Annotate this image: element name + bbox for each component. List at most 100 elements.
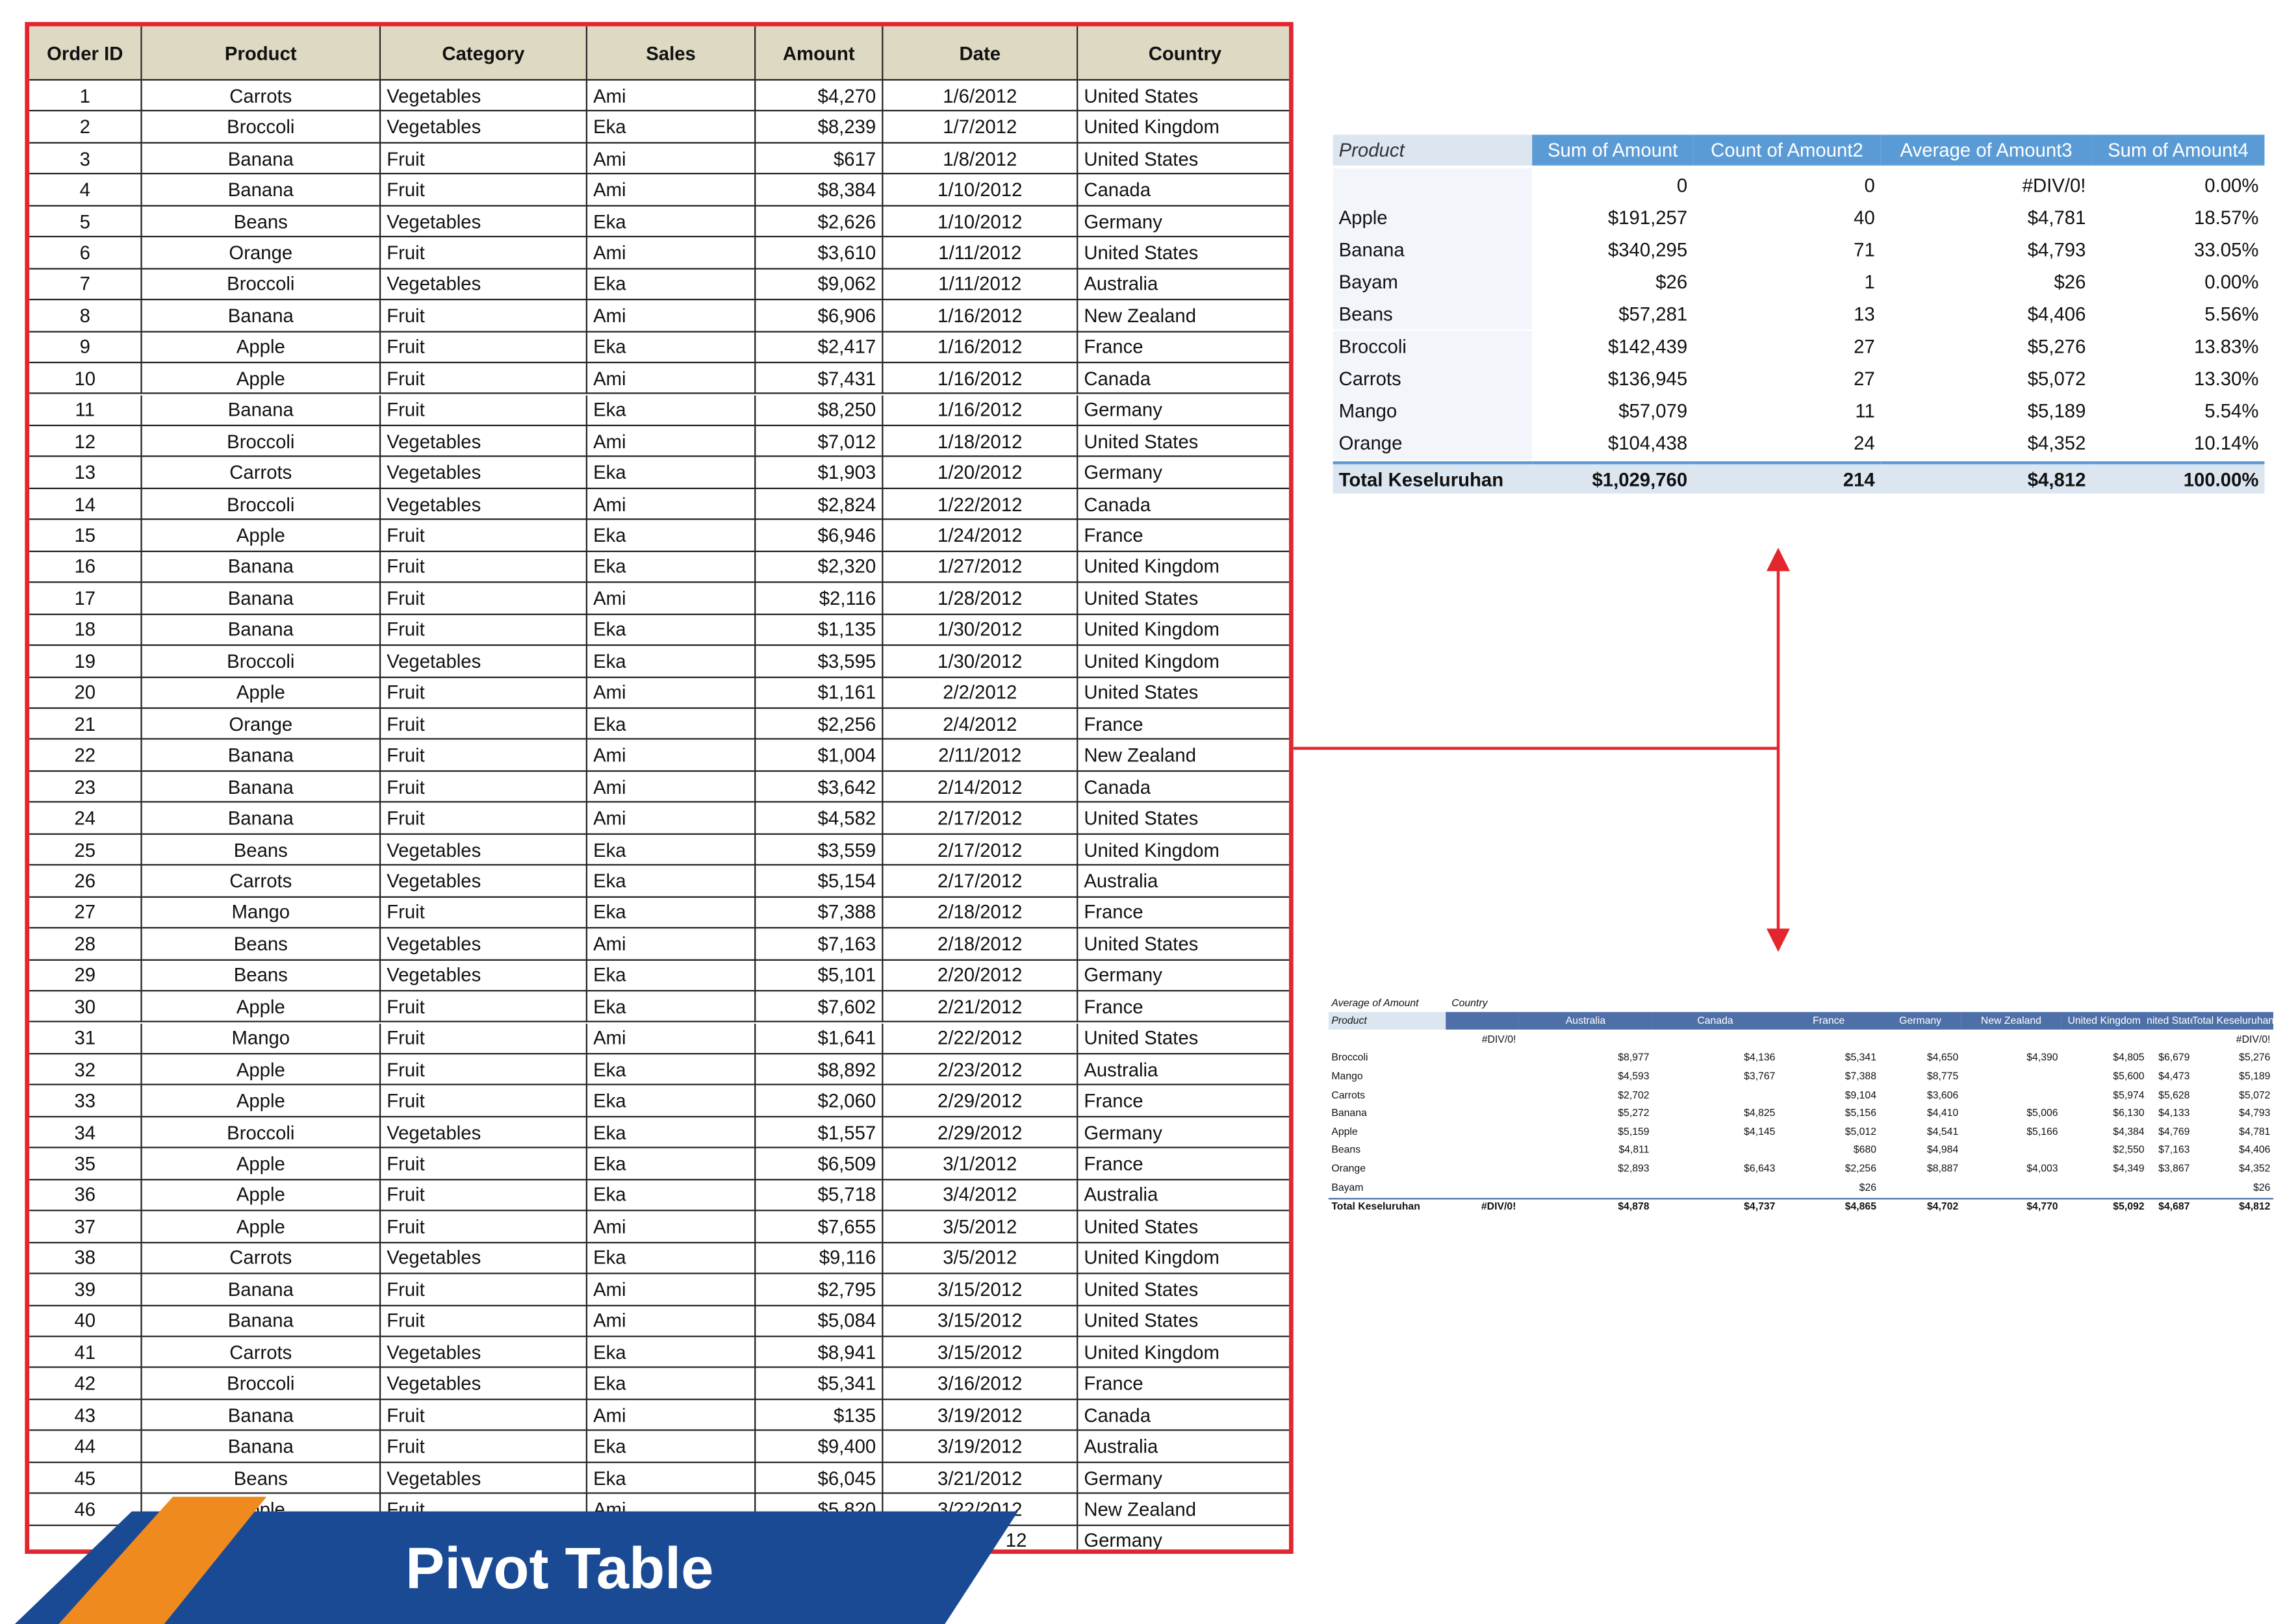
table-cell: 19 [29,646,142,678]
pivot-cell: 5.56% [2204,303,2259,325]
table-cell: Broccoli [142,1117,381,1149]
pivot-cell: $142,439 [1607,335,1688,358]
table-cell: 2/20/2012 [883,960,1079,992]
mini-header [1446,1011,1519,1030]
table-cell: 18 [29,615,142,646]
table-cell: $9,116 [756,1243,884,1275]
table-cell: 3/5/2012 [883,1243,1079,1275]
mini-cell: $5,189 [2239,1072,2271,1083]
table-cell: 3/15/2012 [883,1337,1079,1369]
table-cell: United Kingdom [1078,615,1289,646]
table-cell: Fruit [381,1211,588,1243]
table-cell: 1/8/2012 [883,143,1079,175]
table-cell: Ami [587,1211,756,1243]
table-cell: Fruit [381,803,588,835]
table-cell: $8,384 [756,175,884,207]
table-cell: Fruit [381,771,588,804]
table-cell: Vegetables [381,269,588,301]
table-cell: 2/2/2012 [883,677,1079,709]
mini-cell: $6,679 [2158,1053,2190,1064]
mini-header: France [1778,1011,1880,1030]
mini-cell: $4,984 [1926,1145,1959,1156]
table-cell: Ami [587,1022,756,1055]
table-cell: 1/16/2012 [883,300,1079,332]
table-cell: Ami [587,677,756,709]
table-cell: Apple [142,1085,381,1117]
banner-stripe [58,1497,267,1624]
mini-header: Australia [1518,1011,1653,1030]
table-cell: Broccoli [142,646,381,678]
table-cell: Vegetables [381,1117,588,1149]
table-cell: $2,626 [756,206,884,238]
pivot-total: 100.00% [2091,461,2265,494]
banner-bg [14,1511,1018,1624]
table-cell: 13 [29,457,142,489]
table-cell: Eka [587,1054,756,1086]
table-cell: Ami [587,300,756,332]
pivot-cell: 24 [1854,432,1875,455]
table-cell: United States [1078,238,1289,270]
mini-header: Germany [1879,1011,1961,1030]
table-cell: 3 [29,143,142,175]
table-cell: 1/30/2012 [883,646,1079,678]
mini-total: $4,737 [1652,1198,1778,1215]
mini-cell: $9,104 [1845,1090,1877,1101]
table-cell: United Kingdom [1078,646,1289,678]
mini-cell: $26 [2253,1182,2271,1193]
mini-cell: $4,133 [2158,1109,2190,1119]
table-cell: Apple [142,1180,381,1212]
mini-cell: $6,130 [2113,1109,2145,1119]
table-cell: Australia [1078,1180,1289,1212]
table-cell: Eka [587,331,756,364]
mini-cell: $4,003 [2026,1164,2058,1175]
mini-cell: $4,145 [1744,1127,1776,1138]
pivot-cell: Mango [1333,395,1533,427]
table-cell: 15 [29,520,142,552]
table-cell: Beans [142,960,381,992]
table-cell: Banana [142,615,381,646]
table-cell: 1/24/2012 [883,520,1079,552]
table-cell: Ami [587,143,756,175]
table-cell: Vegetables [381,646,588,678]
table-cell: United States [1078,1306,1289,1338]
table-cell: 1/20/2012 [883,457,1079,489]
mini-title: Average of Amount [1331,998,1419,1009]
table-cell: United Kingdom [1078,1243,1289,1275]
table-cell: Eka [587,1085,756,1117]
mini-cell: $4,390 [2026,1053,2058,1064]
table-cell: Eka [587,646,756,678]
table-cell: 14 [29,488,142,520]
table-cell: Eka [587,1337,756,1369]
mini-cell: $5,974 [2113,1090,2145,1101]
mini-column-field: Country [1451,998,1488,1009]
table-cell: 1/16/2012 [883,394,1079,426]
table-cell: 1/7/2012 [883,112,1079,144]
table-cell: 1/27/2012 [883,552,1079,583]
table-cell: $7,431 [756,363,884,395]
pivot-cell: 5.54% [2204,400,2259,422]
mini-header: Total Keseluruhan [2192,1011,2273,1030]
table-cell: 41 [29,1337,142,1369]
table-cell: Germany [1078,395,1289,426]
table-cell: 46 [29,1494,142,1526]
table-cell: Apple [142,1054,381,1086]
table-cell: Fruit [381,1148,588,1180]
table-cell: $5,341 [756,1368,884,1401]
pivot-total: Total Keseluruhan [1333,461,1533,494]
table-cell: Fruit [381,394,588,426]
mini-cell: Beans [1331,1145,1361,1156]
table-cell: 30 [29,991,142,1023]
table-cell: Fruit [381,1431,588,1463]
table-cell: $6,946 [756,520,884,552]
mini-cell: #DIV/0! [2236,1035,2271,1046]
table-cell: Australia [1078,1431,1289,1463]
mini-total: $5,092 [2061,1198,2148,1215]
mini-cell: $5,156 [1845,1109,1877,1119]
table-cell: United Kingdom [1078,1337,1289,1369]
table-cell: Orange [142,709,381,741]
pivot-cell: 11 [1855,400,1875,422]
table-cell: $3,559 [756,834,884,866]
table-cell: $7,012 [756,425,884,458]
table-cell: France [1078,1085,1289,1117]
